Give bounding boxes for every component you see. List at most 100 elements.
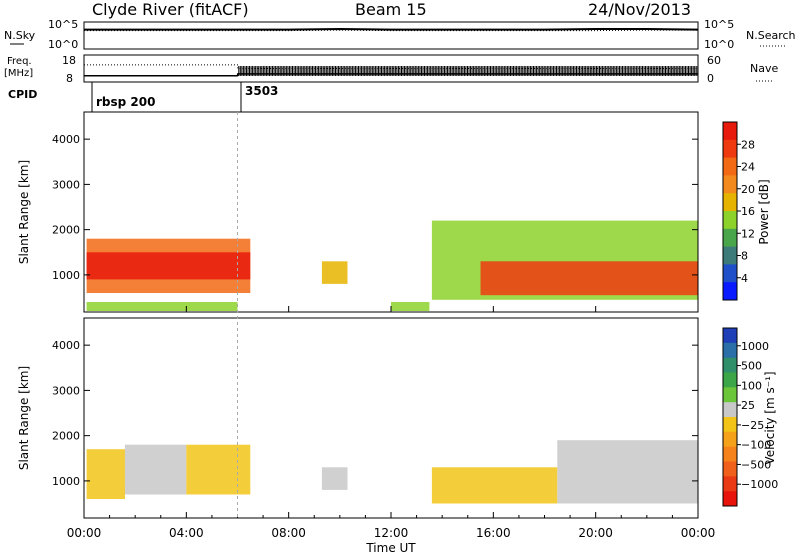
y-tick-label: 3000	[52, 384, 80, 397]
series-line-n-sky	[84, 27, 699, 31]
colorbar-tick-label: −100	[741, 439, 771, 452]
velocity-colorbar: 1000 500 100 25 −25 −100 −500 −1000	[722, 327, 778, 507]
x-tick-label: 04:00	[169, 526, 204, 540]
date-title: 24/Nov/2013	[588, 0, 691, 19]
y-tick-label: 4000	[52, 133, 80, 146]
colorbar-tick-label: −1000	[741, 478, 778, 491]
noise-panel-frame	[83, 21, 699, 50]
colorbar-tick-label: 100	[741, 379, 762, 392]
colorbar-swatch	[723, 387, 737, 403]
power-colorbar-label: Power [dB]	[757, 179, 771, 244]
freq-left-label-1: Freq.	[7, 56, 32, 67]
echo-region	[321, 261, 348, 284]
colorbar-swatch	[723, 228, 737, 248]
echo-region	[186, 444, 251, 495]
colorbar-tick-label: 1000	[741, 340, 769, 353]
y-tick-label: 3000	[52, 178, 80, 191]
colorbar-tick-label: 16	[741, 205, 755, 218]
colorbar-tick-label: −500	[741, 458, 771, 471]
colorbar-swatch	[723, 211, 737, 230]
freq-left-label-2: [MHz]	[4, 68, 33, 79]
colorbar-swatch	[723, 402, 737, 418]
colorbar-swatch	[723, 246, 737, 265]
freq-left-tick-top: 18	[62, 54, 76, 67]
colorbar-tick-label: 4	[741, 272, 748, 285]
y-tick-label: 2000	[52, 224, 80, 237]
power-blobs	[86, 220, 698, 311]
power-axis-ticks: 1000 2000 3000 4000	[52, 133, 698, 282]
echo-region	[391, 302, 430, 311]
power-ylabel: Slant Range [km]	[17, 160, 31, 264]
colorbar-swatch	[723, 157, 737, 176]
power-colorbar: 4 8 12 16 20 24 28	[722, 121, 755, 301]
series-line-n-search	[84, 29, 698, 32]
noise-right-label: N.Search	[746, 29, 796, 42]
noise-right-tick-top: 10^5	[704, 18, 734, 31]
echo-region	[431, 467, 558, 504]
power-panel: 1000 2000 3000 4000 Slant Range [km] 4 8 12 16…	[17, 111, 771, 313]
velocity-colorbar-label: Velocity [m s⁻¹]	[763, 371, 777, 464]
colorbar-swatch	[723, 175, 737, 194]
noise-left-tick-bottom: 10^0	[48, 38, 78, 51]
freq-right-tick-top: 60	[707, 54, 721, 67]
colorbar-tick-label: 8	[741, 250, 748, 263]
y-tick-label: 4000	[52, 339, 80, 352]
cpid-row: CPID rbsp 200 3503	[8, 82, 278, 112]
echo-region	[321, 467, 348, 490]
velocity-axis-ticks: 1000 2000 3000 4000	[52, 339, 698, 488]
x-tick-label: 12:00	[374, 526, 409, 540]
colorbar-swatch	[723, 357, 737, 373]
x-tick-label: 08:00	[271, 526, 306, 540]
colorbar-swatch	[723, 431, 737, 448]
colorbar-tick-label: −25	[741, 419, 764, 432]
colorbar-tick-label: 500	[741, 360, 762, 373]
noise-left-label: N.Sky	[4, 29, 36, 42]
velocity-panel: 1000 2000 3000 4000 Slant Range [km] 1000 50…	[17, 317, 778, 519]
colorbar-swatch	[723, 282, 737, 301]
echo-region	[124, 444, 187, 495]
colorbar-tick-label: 25	[741, 399, 755, 412]
velocity-blobs	[86, 440, 698, 504]
echo-region	[557, 440, 698, 504]
colorbar-swatch	[723, 491, 737, 507]
colorbar-swatch	[723, 122, 737, 141]
colorbar-swatch	[723, 342, 737, 359]
colorbar-swatch	[723, 328, 737, 344]
colorbar-swatch	[723, 372, 737, 388]
freq-right-label: Nave	[750, 62, 778, 75]
velocity-ylabel: Slant Range [km]	[17, 366, 31, 470]
noise-right-tick-bottom: 10^0	[704, 38, 734, 51]
cpid-entry-rbsp: rbsp 200	[96, 95, 155, 109]
colorbar-tick-label: 28	[741, 138, 755, 151]
time-axis-label: Time UT	[365, 541, 416, 554]
colorbar-tick-label: 20	[741, 183, 755, 196]
colorbar-swatch	[723, 417, 737, 433]
colorbar-swatch	[723, 446, 737, 462]
y-tick-label: 2000	[52, 430, 80, 443]
x-tick-label: 00:00	[681, 526, 716, 540]
y-tick-label: 1000	[52, 269, 80, 282]
freq-left-tick-bottom: 8	[66, 72, 73, 85]
colorbar-swatch	[723, 461, 737, 477]
echo-region	[86, 302, 238, 311]
freq-curves	[84, 64, 699, 77]
y-tick-label: 1000	[52, 475, 80, 488]
cpid-label: CPID	[8, 88, 37, 101]
colorbar-tick-label: 24	[741, 161, 755, 174]
colorbar-swatch	[723, 193, 737, 212]
colorbar-swatch	[723, 476, 737, 492]
colorbar-swatch	[723, 264, 737, 283]
colorbar-swatch	[723, 139, 737, 159]
colorbar-frame	[722, 327, 738, 507]
freq-right-tick-bottom: 0	[707, 72, 714, 85]
station-title: Clyde River (fitACF)	[92, 0, 249, 19]
noise-curves	[84, 27, 699, 32]
freq-panel: Freq. [MHz] 18 8 60 0 Nave	[4, 54, 778, 85]
noise-panel: N.Sky 10^5 10^0 10^5 10^0 N.Search	[4, 18, 796, 51]
echo-region	[86, 252, 251, 280]
beam-title: Beam 15	[355, 0, 427, 19]
colorbar-tick-label: 12	[741, 227, 755, 240]
x-tick-label: 16:00	[476, 526, 511, 540]
x-tick-label: 00:00	[67, 526, 102, 540]
